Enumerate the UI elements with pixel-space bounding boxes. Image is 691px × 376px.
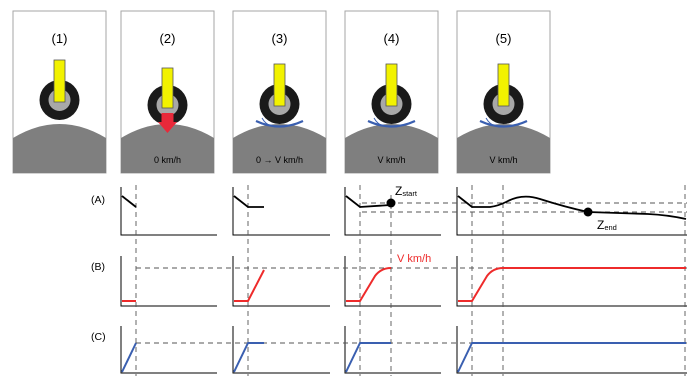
axis-a-4 [456,187,687,236]
stage-panel-1: (1) [12,10,107,174]
panel-label: (5) [496,31,512,46]
panel-label: (2) [160,31,176,46]
panel-speed: 0 km/h [154,155,181,165]
axis-a-3 [344,187,441,236]
contact-deformation [255,120,304,128]
curve-a-4 [457,195,687,220]
axis-b-3 [344,256,441,307]
row-labels: (A) (B) (C) [91,194,106,343]
contact-deformation [479,120,528,128]
curve-b-2 [234,269,265,302]
stage-panel-4: (4) V km/h [344,10,439,174]
stage-panels: (1) (2) 0 km/h (3) 0 → V km/h [12,10,551,174]
row-label-a: (A) [91,194,105,206]
ground-drum [13,124,106,173]
row-label-b: (B) [91,261,105,273]
panel-speed: V km/h [489,155,517,165]
stage-panel-5: (5) V km/h [456,10,551,174]
ground-drum [345,124,438,173]
marker-bar [161,67,174,109]
tread-flex [373,117,385,127]
panel-speed: V km/h [377,155,405,165]
curve-c-2 [233,342,264,373]
curve-b-4 [458,267,686,302]
z-end-label: Zend [597,218,617,232]
z-start-label: Zstart [395,184,418,198]
row-c-curves [121,342,686,373]
curve-c-3 [345,342,391,373]
load-arrow-icon [158,113,177,133]
curve-c-4 [457,342,686,373]
axis-b-1 [120,256,217,307]
row-label-c: (C) [91,331,106,343]
curve-a-3 [345,195,392,208]
marker-bar [385,63,398,107]
ground-drum [457,124,550,173]
ground-drum [121,124,214,173]
panel-label: (1) [52,31,68,46]
curve-b-3 [346,267,392,302]
ground-drum [233,124,326,173]
curve-c-1 [121,342,137,373]
axis-a-2 [232,187,330,236]
stage-panel-2: (2) 0 km/h [120,10,215,174]
marker-bar [53,59,66,103]
axis-c-2 [232,326,330,374]
panel-label: (4) [384,31,400,46]
axis-c-4 [456,326,687,374]
stage-panel-3: (3) 0 → V km/h [232,10,327,174]
tread-flex [261,117,273,127]
curve-a-2 [233,195,264,208]
panel-label: (3) [272,31,288,46]
z-end-point [583,207,593,217]
axis-a-1 [120,187,217,236]
z-start-point [386,198,396,208]
marker-bar [497,63,510,107]
tread-flex [485,117,497,127]
contact-deformation [367,120,416,128]
curve-a-1 [121,195,137,208]
plot-axes [120,187,687,374]
axis-b-4 [456,256,687,307]
velocity-label: V km/h [397,253,431,265]
row-a-curves [121,195,687,220]
panel-speed: 0 → V km/h [256,155,303,165]
axis-c-1 [120,326,217,374]
axis-b-2 [232,256,330,307]
guide-lines [135,185,687,376]
row-b-curves [122,267,686,302]
axis-c-3 [344,326,441,374]
marker-bar [273,63,286,107]
